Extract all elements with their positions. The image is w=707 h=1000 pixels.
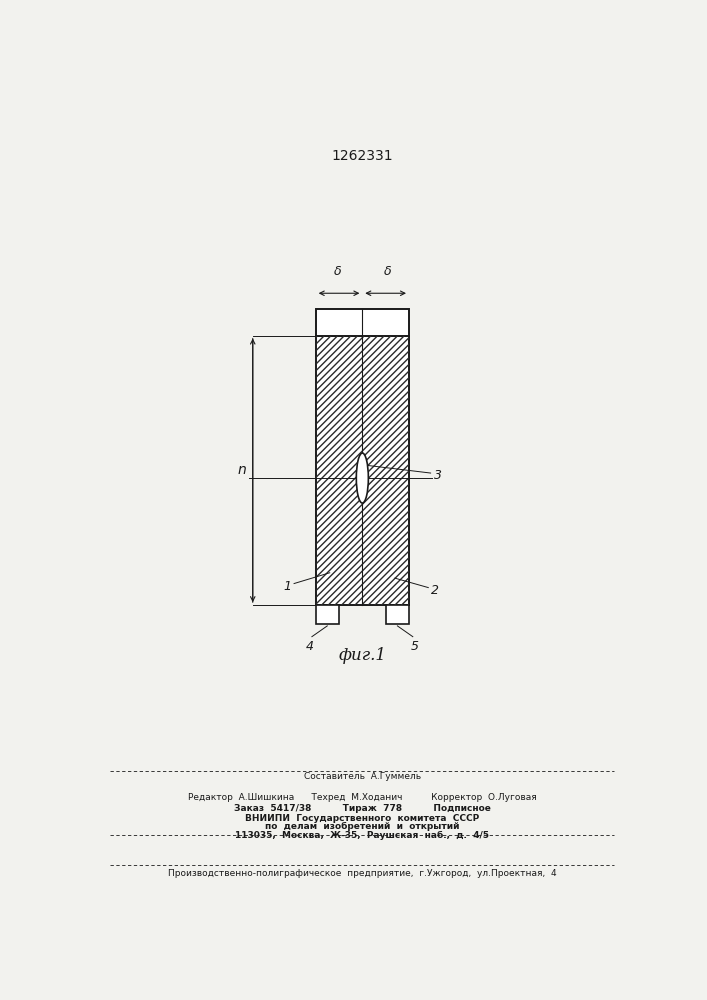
- Text: по  делам  изобретений  и  открытий: по делам изобретений и открытий: [265, 822, 460, 831]
- Text: ВНИИПИ  Государственного  комитета  СССР: ВНИИПИ Государственного комитета СССР: [245, 814, 479, 823]
- Bar: [316, 336, 409, 605]
- Text: 2: 2: [431, 584, 439, 597]
- Text: Заказ  5417/38          Тираж  778          Подписное: Заказ 5417/38 Тираж 778 Подписное: [234, 804, 491, 813]
- Ellipse shape: [356, 453, 368, 503]
- Text: Производственно-полиграфическое  предприятие,  г.Ужгород,  ул.Проектная,  4: Производственно-полиграфическое предприя…: [168, 869, 556, 878]
- Text: 113035,  Москва,  Ж-35,  Раушская  наб.,  д.  4/5: 113035, Москва, Ж-35, Раушская наб., д. …: [235, 831, 489, 840]
- Text: 4: 4: [305, 640, 314, 653]
- Text: $n$: $n$: [237, 463, 247, 477]
- Bar: [316, 605, 339, 624]
- Text: 3: 3: [433, 469, 442, 482]
- Text: 1: 1: [283, 580, 291, 593]
- Text: 5: 5: [411, 640, 419, 653]
- Text: фиг.1: фиг.1: [339, 647, 386, 664]
- Bar: [386, 605, 409, 624]
- Text: $\delta$: $\delta$: [383, 265, 392, 278]
- Bar: [316, 309, 409, 336]
- Text: $\delta$: $\delta$: [333, 265, 341, 278]
- Text: 1262331: 1262331: [332, 149, 393, 163]
- Text: Редактор  А.Шишкина      Техред  М.Ходанич          Корректор  О.Луговая: Редактор А.Шишкина Техред М.Ходанич Корр…: [188, 793, 537, 802]
- Bar: [316, 336, 409, 605]
- Text: Составитель  А.Гуммель: Составитель А.Гуммель: [304, 772, 421, 781]
